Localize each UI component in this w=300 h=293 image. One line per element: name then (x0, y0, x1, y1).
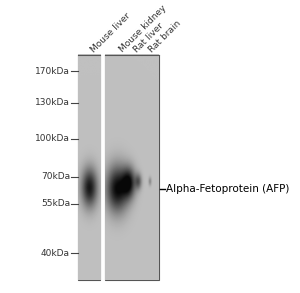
Text: Alpha-Fetoprotein (AFP): Alpha-Fetoprotein (AFP) (167, 184, 290, 194)
Bar (78, 55, 100, 280)
Text: 40kDa: 40kDa (41, 249, 70, 258)
Text: 170kDa: 170kDa (35, 67, 70, 76)
Text: Mouse liver: Mouse liver (89, 11, 132, 54)
Text: 130kDa: 130kDa (35, 98, 70, 107)
Text: 70kDa: 70kDa (41, 172, 70, 181)
Bar (106, 55, 159, 280)
Text: 100kDa: 100kDa (35, 134, 70, 143)
Text: Rat brain: Rat brain (147, 18, 183, 54)
Text: 55kDa: 55kDa (41, 199, 70, 208)
Text: Mouse kidney: Mouse kidney (118, 4, 168, 54)
Text: Rat liver: Rat liver (132, 21, 165, 54)
